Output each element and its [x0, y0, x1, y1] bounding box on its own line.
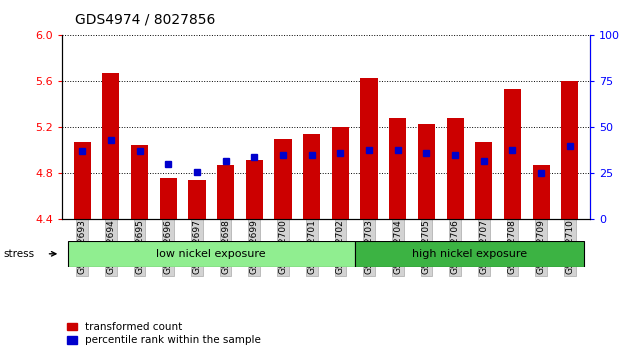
Bar: [561, 81, 579, 219]
Bar: [332, 127, 349, 219]
Bar: [446, 118, 464, 219]
Bar: [246, 160, 263, 219]
Bar: [504, 90, 521, 219]
Bar: [355, 241, 584, 267]
Bar: [102, 73, 119, 219]
Text: high nickel exposure: high nickel exposure: [412, 249, 527, 259]
Text: stress: stress: [3, 249, 34, 259]
Bar: [188, 181, 206, 219]
Bar: [131, 145, 148, 219]
Bar: [475, 142, 492, 219]
Bar: [533, 165, 550, 219]
Text: low nickel exposure: low nickel exposure: [156, 249, 266, 259]
Bar: [217, 165, 234, 219]
Text: GDS4974 / 8027856: GDS4974 / 8027856: [75, 12, 215, 27]
Bar: [73, 142, 91, 219]
Bar: [274, 139, 292, 219]
Bar: [68, 241, 355, 267]
Bar: [303, 135, 320, 219]
Bar: [160, 178, 177, 219]
Bar: [418, 124, 435, 219]
Legend: transformed count, percentile rank within the sample: transformed count, percentile rank withi…: [67, 322, 261, 345]
Bar: [360, 78, 378, 219]
Bar: [389, 118, 406, 219]
